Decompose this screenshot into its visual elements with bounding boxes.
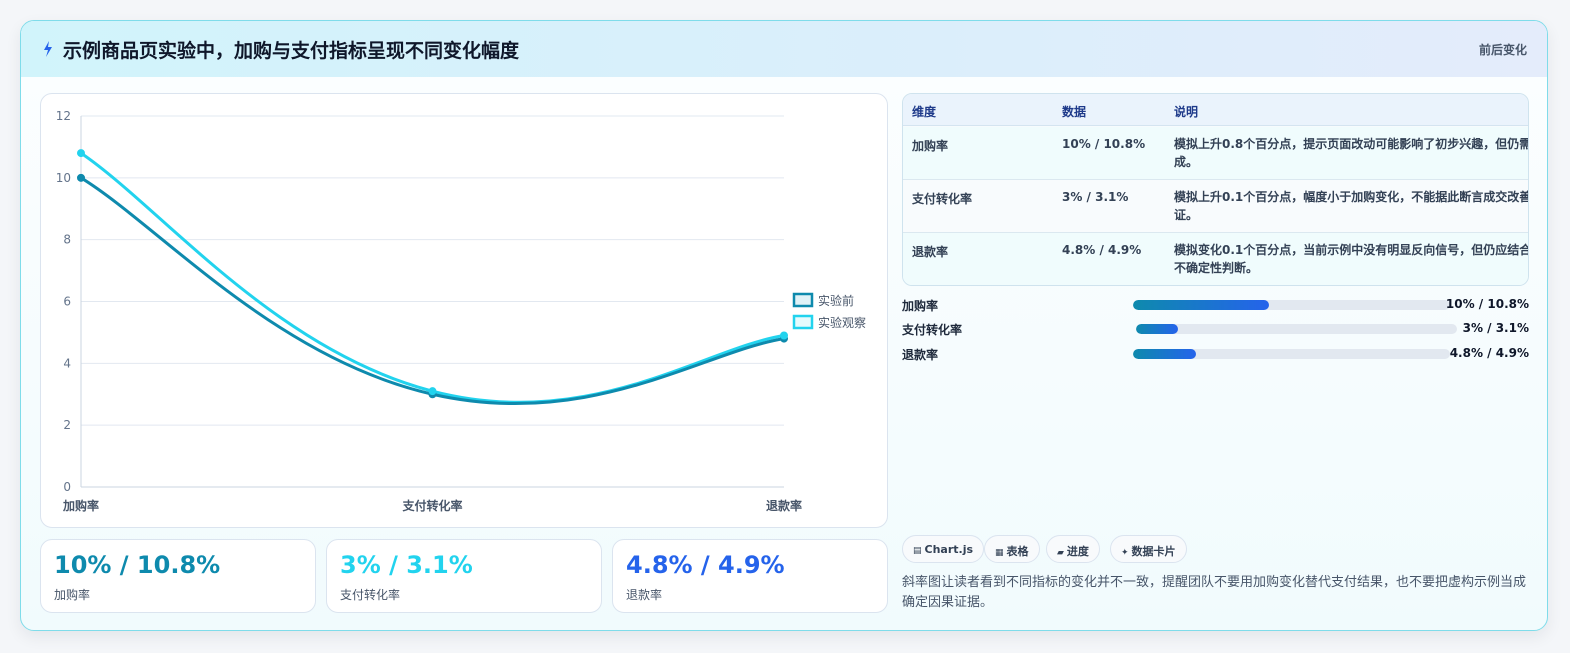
- progress-value: 10% / 10.8%: [1445, 297, 1529, 311]
- y-tick-label: 2: [63, 418, 71, 432]
- series-line-1: [80, 151, 785, 404]
- column-header-note: 说明: [1174, 105, 1199, 119]
- y-tick-label: 12: [56, 109, 71, 123]
- data-table: 维度 数据 说明 加购率 10% / 10.8% 模拟上升0.8个百分点，提示页…: [902, 93, 1529, 286]
- stat-value: 3% / 3.1%: [340, 551, 473, 579]
- x-tick-label: 退款率: [766, 498, 802, 513]
- chip-progress[interactable]: ▰ 进度: [1046, 535, 1100, 563]
- footer-note: 斜率图让读者看到不同指标的变化并不一致，提醒团队不要用加购变化替代支付结果，也不…: [902, 575, 1527, 610]
- stat-card-refund-rate: 4.8% / 4.9% 退款率: [612, 539, 888, 613]
- x-tick-label: 支付转化率: [401, 498, 462, 513]
- cell-note: 模拟变化0.1个百分点，当前示例中没有明显反向信号，但仍应结合观察量和统计不确定…: [1174, 243, 1528, 275]
- sparkle-icon: ✦: [1121, 548, 1129, 558]
- table-icon: ▦: [995, 548, 1004, 558]
- stat-card-add-to-cart: 10% / 10.8% 加购率: [40, 539, 316, 613]
- lightning-icon: [44, 41, 52, 57]
- progress-label: 加购率: [902, 299, 939, 313]
- y-tick-label: 8: [63, 233, 71, 247]
- stat-value: 10% / 10.8%: [54, 551, 221, 579]
- card-header: 示例商品页实验中，加购与支付指标呈现不同变化幅度 前后变化: [21, 21, 1547, 77]
- chip-label: 表格: [1006, 545, 1029, 558]
- progress-icon: ▰: [1057, 548, 1064, 558]
- table-row: 支付转化率 3% / 3.1% 模拟上升0.1个百分点，幅度小于加购变化，不能据…: [903, 180, 1528, 233]
- stat-value: 4.8% / 4.9%: [626, 551, 785, 579]
- x-tick-label: 加购率: [62, 498, 99, 513]
- stat-label: 加购率: [54, 588, 91, 602]
- cell-note: 模拟上升0.1个百分点，幅度小于加购变化，不能据此断言成交改善已被稳定验证。: [1174, 190, 1528, 222]
- table-row: 退款率 4.8% / 4.9% 模拟变化0.1个百分点，当前示例中没有明显反向信…: [903, 233, 1528, 285]
- stat-card-payment-conversion: 3% / 3.1% 支付转化率: [326, 539, 602, 613]
- y-tick-label: 10: [56, 171, 71, 185]
- chip-label: Chart.js: [924, 543, 974, 556]
- y-tick-label: 0: [63, 480, 71, 494]
- cell-dimension: 支付转化率: [912, 192, 973, 206]
- chip-label: 数据卡片: [1131, 545, 1176, 558]
- progress-row-refund-rate: 退款率 4.8% / 4.9%: [902, 346, 1529, 362]
- chip-chartjs[interactable]: ▤ Chart.js: [902, 535, 985, 563]
- progress-track: [1133, 300, 1450, 310]
- stat-label: 支付转化率: [340, 588, 401, 602]
- progress-value: 4.8% / 4.9%: [1449, 346, 1529, 360]
- cell-data: 3% / 3.1%: [1062, 190, 1129, 204]
- cell-note: 模拟上升0.8个百分点，提示页面改动可能影响了初步兴趣，但仍需检查流量构成。: [1174, 137, 1528, 169]
- progress-track: [1133, 349, 1450, 359]
- page-title: 示例商品页实验中，加购与支付指标呈现不同变化幅度: [63, 40, 520, 62]
- column-header-dimension: 维度: [912, 105, 937, 119]
- data-point: [428, 387, 437, 396]
- chip-table[interactable]: ▦ 表格: [984, 535, 1040, 563]
- line-chart-panel: 0 2 4 6 8 10 12 加购率 支付转化率 退款率 实验前实验观察: [40, 93, 888, 528]
- chip-label: 进度: [1066, 545, 1089, 558]
- stat-label: 退款率: [626, 588, 663, 602]
- data-point: [77, 173, 85, 182]
- legend-swatch: [792, 292, 814, 308]
- progress-fill: [1133, 300, 1270, 310]
- progress-row-add-to-cart: 加购率 10% / 10.8%: [902, 297, 1529, 313]
- table-header: 维度 数据 说明: [903, 94, 1528, 126]
- data-point: [780, 331, 788, 340]
- progress-value: 3% / 3.1%: [1462, 321, 1529, 335]
- main-card: 示例商品页实验中，加购与支付指标呈现不同变化幅度 前后变化 0 2 4 6 8 10 12 加…: [20, 20, 1548, 631]
- progress-track: [1136, 324, 1457, 334]
- header-tag: 前后变化: [1478, 43, 1527, 57]
- progress-label: 退款率: [902, 348, 939, 362]
- legend-label: 实验观察: [818, 315, 866, 330]
- cell-dimension: 退款率: [912, 245, 949, 259]
- progress-row-payment-conversion: 支付转化率 3% / 3.1%: [902, 321, 1529, 337]
- chip-data-card[interactable]: ✦ 数据卡片: [1110, 535, 1187, 563]
- data-point: [77, 149, 85, 158]
- chart-icon: ▤: [913, 546, 922, 556]
- progress-label: 支付转化率: [902, 323, 963, 337]
- cell-dimension: 加购率: [912, 139, 949, 153]
- legend-label: 实验前: [818, 293, 854, 308]
- legend-swatch: [792, 314, 814, 330]
- table-row: 加购率 10% / 10.8% 模拟上升0.8个百分点，提示页面改动可能影响了初…: [903, 127, 1528, 180]
- y-tick-label: 6: [63, 295, 71, 309]
- column-header-data: 数据: [1062, 105, 1087, 119]
- cell-data: 4.8% / 4.9%: [1062, 243, 1142, 257]
- y-tick-label: 4: [63, 356, 71, 370]
- progress-fill: [1133, 349, 1197, 359]
- progress-fill: [1136, 324, 1178, 334]
- cell-data: 10% / 10.8%: [1062, 137, 1146, 151]
